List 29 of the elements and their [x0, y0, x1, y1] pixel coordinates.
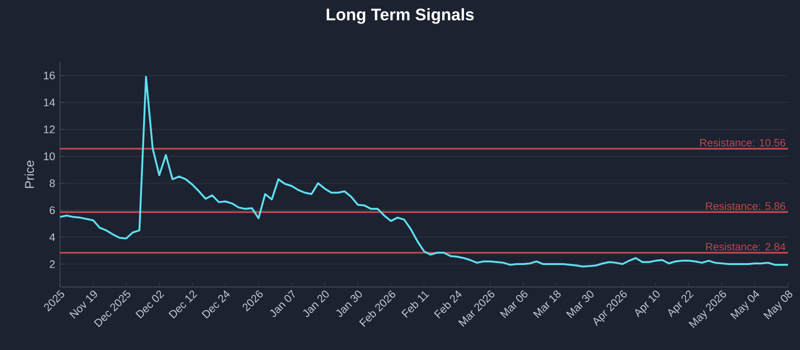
x-tick-label: Dec 24: [202, 290, 230, 319]
ref-line-label: Resistance: 5.86: [706, 202, 786, 210]
x-tick-label: Jan 07: [270, 290, 295, 317]
y-tick-label: 4: [49, 233, 55, 241]
x-tick-label: Mar 18: [533, 290, 561, 318]
x-tick-label: Nov 19: [69, 290, 98, 319]
y-axis-title: Price: [24, 160, 34, 188]
x-tick-label: Feb 24: [434, 290, 462, 318]
x-tick-label: Feb 11: [401, 291, 430, 318]
x-tick-label: Mar 30: [566, 290, 594, 318]
y-tick-label: 10: [44, 152, 55, 160]
x-tick-label: May 08: [763, 290, 792, 320]
y-tick-label: 12: [44, 126, 55, 134]
x-tick-label: May 04: [730, 290, 760, 320]
y-tick-label: 6: [50, 206, 55, 214]
x-tick-label: Apr 22: [668, 290, 694, 318]
ref-line-label: Resistance: 10.56: [700, 138, 786, 146]
y-tick-label: 8: [50, 179, 55, 188]
x-tick-label: Dec 12: [168, 290, 198, 319]
ref-line-label: Resistance: 2.84: [706, 242, 786, 251]
x-tick-label: Dec 02: [135, 290, 164, 319]
x-tick-label: Jan 20: [303, 290, 329, 317]
y-tick-label: 14: [44, 98, 55, 106]
x-tick-label: Apr 10: [635, 290, 660, 318]
y-tick-label: 2: [50, 260, 55, 268]
x-tick-label: Jan 30: [336, 290, 362, 317]
x-tick-label: Mar 06: [500, 290, 528, 318]
chart-title: Long Term Signals: [326, 8, 474, 24]
y-tick-label: 16: [44, 72, 55, 80]
